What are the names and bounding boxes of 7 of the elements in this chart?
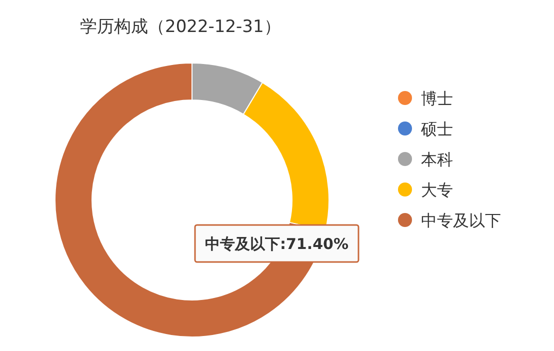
legend-label: 大专 [421, 180, 453, 200]
legend-label: 本科 [421, 150, 453, 169]
legend-label: 中专及以下 [421, 211, 501, 230]
legend-label: 博士 [421, 89, 453, 108]
chart-title: 学历构成（2022-12-31） [80, 17, 281, 37]
legend-label: 硕士 [420, 120, 453, 138]
data-label: 中专及以下:71.40% [205, 235, 348, 253]
